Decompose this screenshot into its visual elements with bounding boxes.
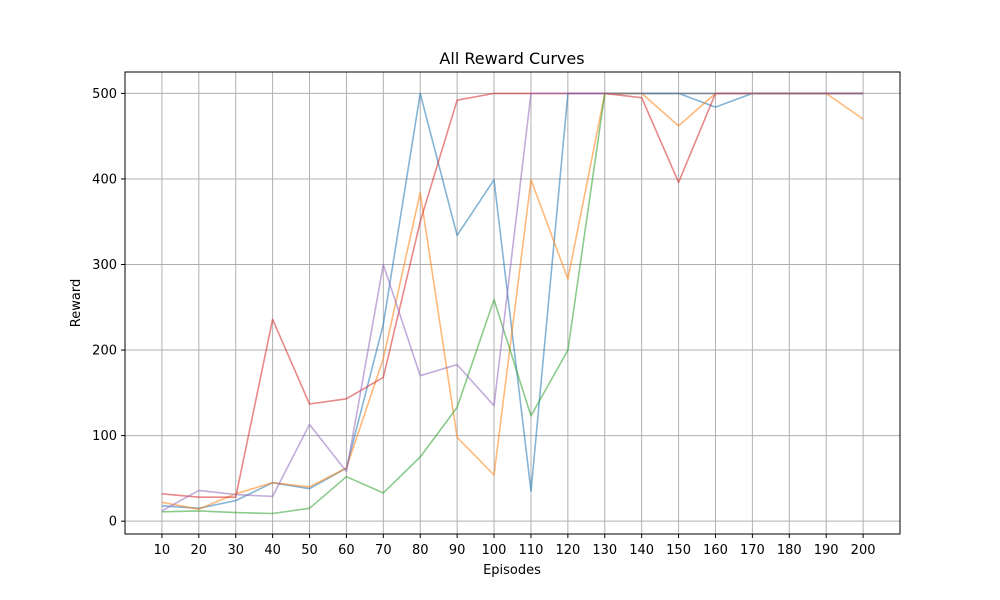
y-tick-label: 300 [92, 258, 117, 273]
x-tick-label: 40 [264, 543, 281, 558]
x-tick-label: 10 [154, 543, 171, 558]
x-tick-label: 140 [629, 543, 654, 558]
chart-title: All Reward Curves [439, 49, 584, 68]
plot-frame [124, 71, 901, 535]
x-tick-label: 120 [555, 543, 580, 558]
x-tick-label: 100 [482, 543, 507, 558]
x-tick-label: 110 [519, 543, 544, 558]
x-tick-label: 50 [301, 543, 318, 558]
series-line-1 [161, 92, 864, 510]
y-tick-label: 0 [109, 515, 117, 530]
x-tick-label: 30 [227, 543, 244, 558]
x-axis-label: Episodes [483, 563, 541, 578]
y-tick-label: 200 [92, 344, 117, 359]
series-line-3 [161, 92, 864, 515]
x-tick-label: 70 [375, 543, 392, 558]
x-tick-label: 90 [449, 543, 466, 558]
series-line-5 [161, 92, 864, 512]
y-axis-label: Reward [69, 279, 84, 327]
y-tick-label: 100 [92, 429, 117, 444]
x-tick-label: 20 [191, 543, 208, 558]
x-tick-label: 60 [338, 543, 355, 558]
series-line-4 [161, 92, 864, 499]
y-tick-label: 500 [92, 87, 117, 102]
y-axis-ticks: 0 100 200 300 400 500 [92, 87, 125, 530]
y-tick-label: 400 [92, 172, 117, 187]
x-tick-label: 190 [814, 543, 839, 558]
x-axis-ticks: 10 20 30 40 50 60 70 80 90 100 110 120 130 140 150 160 1… [154, 534, 876, 558]
series-line-2 [161, 92, 864, 511]
x-tick-label: 80 [412, 543, 429, 558]
x-tick-label: 150 [666, 543, 691, 558]
x-tick-label: 130 [592, 543, 617, 558]
grid-lines [125, 72, 900, 534]
x-tick-label: 160 [703, 543, 728, 558]
x-tick-label: 170 [740, 543, 765, 558]
x-tick-label: 180 [777, 543, 802, 558]
series-lines [161, 92, 864, 515]
x-tick-label: 200 [851, 543, 876, 558]
